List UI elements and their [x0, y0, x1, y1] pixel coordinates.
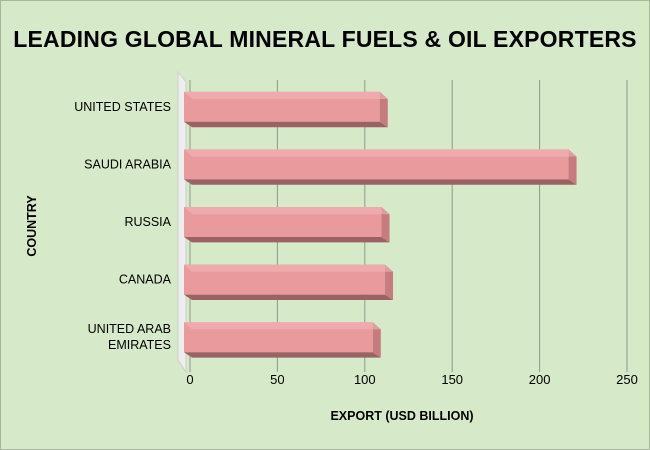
category-label-3: CANADA: [119, 273, 172, 287]
bar-top-0: [184, 91, 388, 99]
y-category-labels: UNITED STATES SAUDI ARABIA RUSSIA CANADA UNI…: [74, 100, 171, 352]
bar-bottom-2: [184, 237, 390, 243]
x-axis-title: EXPORT (USD BILLION): [330, 409, 473, 423]
category-label-4-line-0: UNITED ARAB: [88, 322, 171, 336]
x-tick-label-50: 50: [270, 372, 284, 387]
bar-bottom-1: [184, 179, 577, 185]
y-axis-title: COUNTRY: [25, 195, 39, 257]
bar-0: [184, 91, 388, 128]
x-tick-label-250: 250: [616, 372, 638, 387]
bars: [184, 91, 577, 358]
bar-top-3: [184, 264, 394, 272]
plot-side-wall: [177, 70, 187, 374]
bar-top-1: [184, 149, 577, 157]
category-label-0: UNITED STATES: [74, 100, 171, 114]
category-label-1: SAUDI ARABIA: [84, 157, 171, 171]
bar-4: [184, 322, 381, 358]
bar-1: [184, 149, 577, 185]
x-tick-label-100: 100: [354, 372, 376, 387]
bar-bottom-4: [184, 352, 381, 358]
bar-end-1: [568, 149, 577, 185]
x-tick-label-200: 200: [529, 372, 551, 387]
bar-end-3: [385, 264, 394, 300]
bar-end-0: [379, 91, 388, 128]
bar-top-2: [184, 207, 390, 215]
bar-3: [184, 264, 394, 300]
bar-bottom-3: [184, 294, 394, 300]
bar-end-4: [372, 322, 381, 358]
x-tick-label-150: 150: [441, 372, 463, 387]
x-tick-label-0: 0: [186, 372, 193, 387]
bar-top-4: [184, 322, 381, 330]
bar-end-2: [381, 207, 390, 243]
category-label-4-line-1: EMIRATES: [108, 338, 171, 352]
bar-bottom-0: [184, 121, 388, 128]
x-tick-labels: 0 50 100 150 200 250: [186, 372, 637, 387]
bar-2: [184, 207, 390, 243]
category-label-2: RUSSIA: [124, 215, 171, 229]
plot-wall: [177, 70, 187, 374]
chart-title: LEADING GLOBAL MINERAL FUELS & OIL EXPOR…: [13, 26, 637, 52]
